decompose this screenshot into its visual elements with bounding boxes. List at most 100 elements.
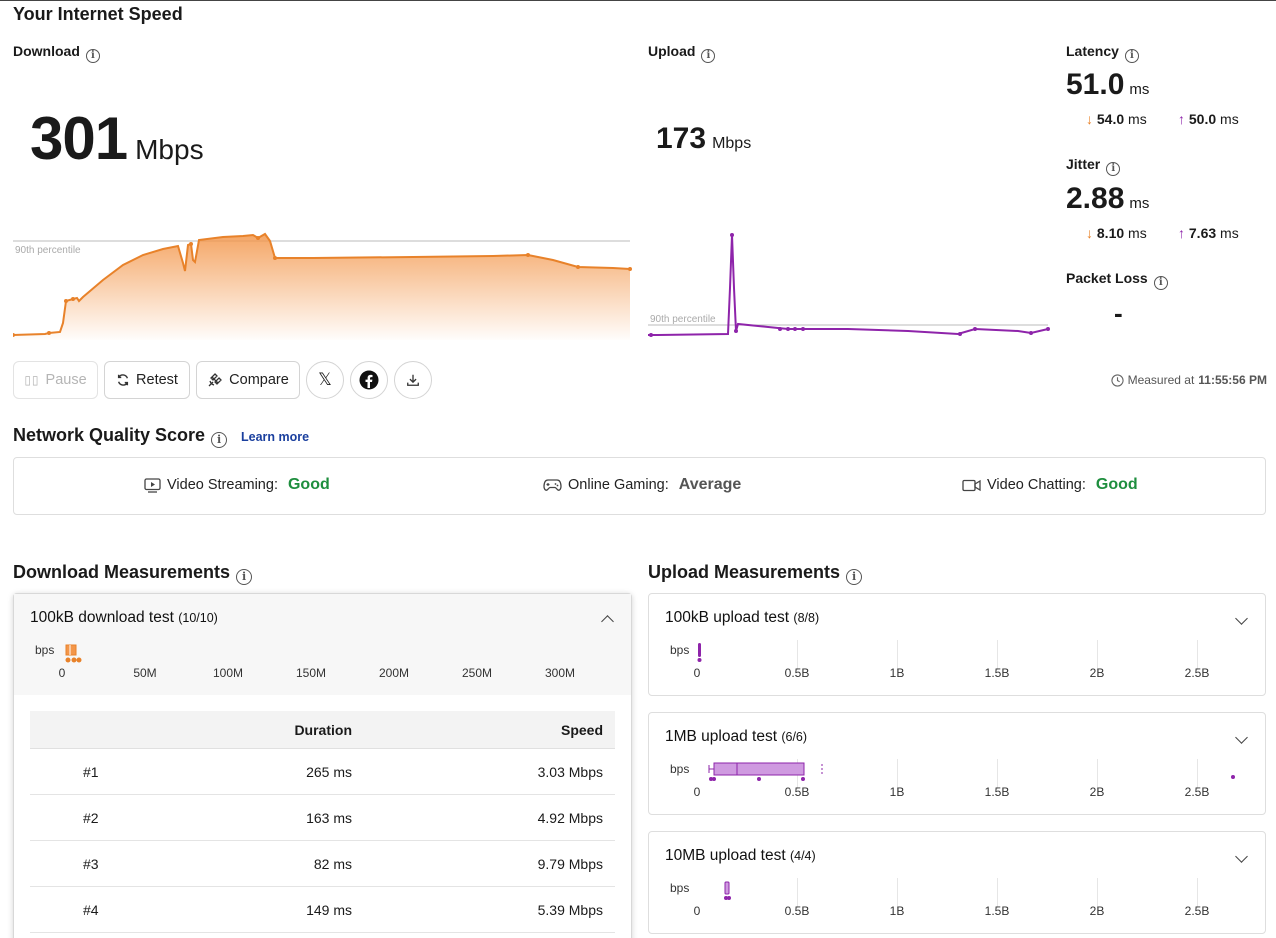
online-gaming-value: Average [678,476,742,493]
info-icon[interactable]: i [211,432,228,448]
jitter-down: ↓ 8.10 ms [1086,225,1147,241]
latency-label-row: Latency i [1066,43,1139,63]
table-row: #1 265 ms 3.03 Mbps [30,749,615,795]
upload-test-title: 100kB upload test (8/8) [665,609,819,627]
satellite-icon [208,373,223,387]
retest-label: Retest [136,372,178,388]
info-icon[interactable]: i [1124,49,1139,63]
point [709,777,713,781]
upload-points [649,233,1050,337]
video-streaming-value: Good [287,476,330,493]
upload-test-count: (6/6) [781,730,808,744]
info-icon[interactable]: i [236,569,253,585]
upload-test-unit: bps [670,762,690,776]
download-results-button[interactable] [394,361,432,399]
download-label: Download [13,43,80,59]
row-speed: 5.39 Mbps [537,902,603,918]
upload-test-unit: bps [670,643,690,657]
share-x-button[interactable]: 𝕏 [306,361,344,399]
share-facebook-button[interactable] [350,361,388,399]
speed-column-header: Speed [560,722,603,738]
duration-column-header: Duration [294,722,352,738]
table-row: #3 82 ms 9.79 Mbps [30,841,615,887]
quality-panel [13,457,1266,515]
arrow-up-icon: ↑ [1178,225,1185,241]
latency-label: Latency [1066,43,1119,59]
download-test-unit: bps [35,643,55,657]
point [76,657,82,663]
axis-tick-label: 2.5B [1184,666,1210,680]
grid-line [897,878,898,908]
pause-label: Pause [45,372,87,388]
point [757,777,761,781]
row-number: #4 [83,902,99,918]
compare-button[interactable]: Compare [196,361,300,399]
point [576,265,580,269]
retest-button[interactable]: Retest [104,361,190,399]
info-icon[interactable]: i [701,49,716,63]
row-number: #3 [83,856,99,872]
axis-tick-label: 250M [461,666,493,680]
refresh-icon [117,374,129,386]
grid-line [997,878,998,908]
axis-tick-label: 1B [889,785,905,799]
upload-test-name: 1MB upload test [665,728,782,745]
point [189,242,193,246]
upload-line [648,234,1049,336]
jitter-value-row: 2.88 ms [1066,182,1149,216]
info-icon[interactable]: i [1153,276,1168,290]
download-label-row: Download i [13,43,100,63]
axis-tick-label: 1B [889,666,905,680]
point [526,253,530,257]
download-test-name: 100kB download test [30,609,174,626]
grid-line [1197,640,1198,670]
info-icon[interactable]: i [846,569,863,585]
row-number: #2 [83,810,99,826]
grid-line [797,640,798,670]
latency-up: ↑ 50.0 ms [1178,111,1239,127]
video-chatting-label: Video Chatting: [987,477,1086,493]
download-value: 301 [30,105,128,172]
download-boxplot [65,644,82,663]
video-camera-icon [962,479,981,491]
upload-test-panel[interactable] [648,593,1266,696]
axis-tick-label: 2B [1089,666,1105,680]
latency-down-unit: ms [1128,111,1147,127]
info-icon[interactable]: i [85,49,100,63]
download-test-panel [13,593,632,938]
point [273,256,277,260]
pause-button[interactable]: ▯▯ Pause [13,361,98,399]
point [256,236,260,240]
upload-percentile-label: 90th percentile [650,314,716,325]
upload-value: 173 [656,122,707,155]
download-points [13,236,632,337]
point [47,331,51,335]
axis-tick-label: 0 [693,666,701,680]
point [734,329,738,333]
grid-line [1197,759,1198,789]
upload-boxplot-100kb [697,643,702,662]
upload-test-title: 10MB upload test (4/4) [665,847,816,865]
point [793,327,797,331]
latency-up-value: 50.0 [1188,111,1217,127]
point [71,297,75,301]
measured-prefix: Measured at [1127,373,1195,387]
point [1046,327,1050,331]
arrow-down-icon: ↓ [1086,225,1093,241]
gamepad-icon [543,479,562,491]
download-chart: 90th percentile [13,232,632,340]
point [973,327,977,331]
axis-tick-label: 200M [378,666,410,680]
arrow-down-icon: ↓ [1086,111,1093,127]
info-icon[interactable]: i [1106,162,1121,176]
axis-tick-label: 2B [1089,904,1105,918]
row-speed: 3.03 Mbps [537,764,603,780]
upload-test-panel[interactable] [648,831,1266,934]
jitter-unit: ms [1129,195,1150,212]
quality-title-row: Network Quality Score i [13,425,228,448]
point [727,896,731,900]
jitter-down-unit: ms [1128,225,1147,241]
axis-tick-label: 50M [133,666,157,680]
download-test-header[interactable] [14,594,631,695]
learn-more-link[interactable]: Learn more [241,430,310,444]
